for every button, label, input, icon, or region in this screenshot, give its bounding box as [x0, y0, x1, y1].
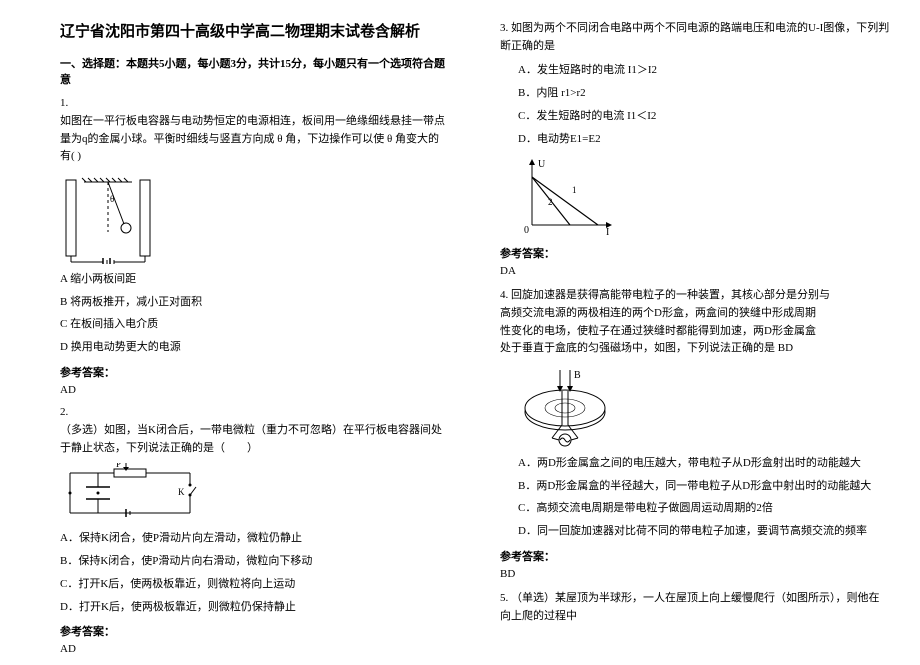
- svg-text:0: 0: [524, 225, 529, 236]
- q4-answer: BD: [500, 568, 890, 580]
- doc-title: 辽宁省沈阳市第四十高级中学高二物理期末试卷含解析: [60, 20, 450, 41]
- q3-answer: DA: [500, 265, 890, 277]
- right-column: 3. 如图为两个不同闭合电路中两个不同电源的路端电压和电流的U-I图像，下列判断…: [500, 20, 890, 665]
- q4-text: 4. 回旋加速器是获得高能带电粒子的一种装置，其核心部分是分别与 高频交流电源的…: [500, 287, 890, 357]
- q3-optC: C．发生短路时的电流 I1＜I2: [500, 107, 890, 127]
- q1-answer: AD: [60, 384, 450, 396]
- q2-figure: K P: [60, 463, 450, 523]
- q5-number: 5.: [500, 592, 508, 604]
- q3-number: 3.: [500, 22, 508, 34]
- q4-line2: 高频交流电源的两极相连的两个D形盒，两盒间的狭缝中形成周期: [500, 307, 816, 319]
- q2-optA: A．保持K闭合，使P滑动片向左滑动，微粒仍静止: [60, 529, 450, 549]
- q4-optA: A．两D形金属盒之间的电压越大，带电粒子从D形盒射出时的动能越大: [500, 454, 890, 474]
- q3-optB: B．内阻 r1>r2: [500, 84, 890, 104]
- svg-text:B: B: [574, 370, 581, 381]
- q4-answer-label: 参考答案：: [500, 548, 890, 564]
- q2-optB: B．保持K闭合，使P滑动片向右滑动，微粒向下移动: [60, 552, 450, 572]
- q4-figure: B: [510, 364, 890, 448]
- svg-text:U: U: [538, 159, 546, 170]
- q3-optD: D．电动势E1=E2: [500, 130, 890, 150]
- q4-line3: 性变化的电场，使粒子在通过狭缝时都能得到加速，两D形金属盒: [500, 325, 816, 337]
- q2-number: 2.: [60, 406, 450, 418]
- left-column: 辽宁省沈阳市第四十高级中学高二物理期末试卷含解析 一、选择题：本题共5小题，每小…: [60, 20, 450, 665]
- q1-answer-label: 参考答案：: [60, 364, 450, 380]
- q1-text: 如图在一平行板电容器与电动势恒定的电源相连，板间用一绝缘细线悬挂一带点量为q的金…: [60, 113, 450, 166]
- q1-optA: A 缩小两板间距: [60, 270, 450, 290]
- svg-text:1: 1: [572, 185, 577, 195]
- q3-text: 3. 如图为两个不同闭合电路中两个不同电源的路端电压和电流的U-I图像，下列判断…: [500, 20, 890, 55]
- q4-line4: 处于垂直于盒底的匀强磁场中，如图，下列说法正确的是 BD: [500, 342, 793, 354]
- q4-line1: 回旋加速器是获得高能带电粒子的一种装置，其核心部分是分别与: [511, 289, 830, 301]
- q4-optB: B．两D形金属盒的半径越大，同一带电粒子从D形盒中射出时的动能越大: [500, 477, 890, 497]
- section-heading: 一、选择题：本题共5小题，每小题3分，共计15分，每小题只有一个选项符合题意: [60, 55, 450, 87]
- q1-figure: θ: [60, 172, 450, 264]
- q3-figure: U I 0 1 2: [518, 155, 890, 239]
- q2-answer: AD: [60, 643, 450, 655]
- svg-text:K: K: [178, 487, 185, 497]
- q3-stem: 如图为两个不同闭合电路中两个不同电源的路端电压和电流的U-I图像，下列判断正确的…: [500, 22, 889, 52]
- q2-optC: C．打开K后，使两极板靠近，则微粒将向上运动: [60, 575, 450, 595]
- q4-optC: C．高频交流电周期是带电粒子做圆周运动周期的2倍: [500, 499, 890, 519]
- svg-text:P: P: [116, 463, 121, 469]
- q1-optB: B 将两板推开，减小正对面积: [60, 293, 450, 313]
- q4-optD: D．同一回旋加速器对比荷不同的带电粒子加速，要调节高频交流的频率: [500, 522, 890, 542]
- q5-stem: （单选）某屋顶为半球形，一人在屋顶上向上缓慢爬行（如图所示），则他在向上爬的过程…: [500, 592, 880, 622]
- page-root: 辽宁省沈阳市第四十高级中学高二物理期末试卷含解析 一、选择题：本题共5小题，每小…: [0, 0, 920, 665]
- q2-optD: D．打开K后，使两极板靠近，则微粒仍保持静止: [60, 598, 450, 618]
- svg-text:θ: θ: [110, 194, 114, 204]
- q1-optC: C 在板间插入电介质: [60, 315, 450, 335]
- q3-answer-label: 参考答案：: [500, 245, 890, 261]
- q4-number: 4.: [500, 289, 508, 301]
- q5-text: 5. （单选）某屋顶为半球形，一人在屋顶上向上缓慢爬行（如图所示），则他在向上爬…: [500, 590, 890, 625]
- svg-text:2: 2: [548, 197, 553, 207]
- q2-answer-label: 参考答案：: [60, 623, 450, 639]
- q3-optA: A．发生短路时的电流 I1＞I2: [500, 61, 890, 81]
- q1-number: 1.: [60, 97, 450, 109]
- q1-optD: D 换用电动势更大的电源: [60, 338, 450, 358]
- svg-text:I: I: [606, 227, 609, 238]
- q2-text: （多选）如图，当K闭合后，一带电微粒（重力不可忽略）在平行板电容器间处于静止状态…: [60, 422, 450, 457]
